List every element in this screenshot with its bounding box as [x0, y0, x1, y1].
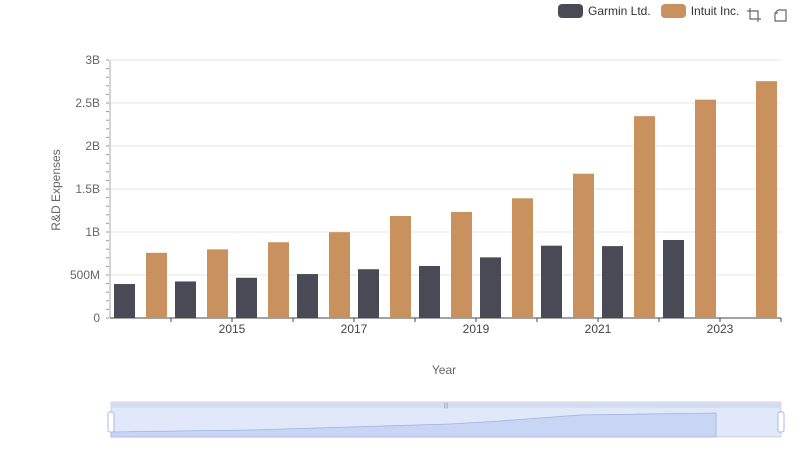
bar-intuit-2022[interactable] [634, 116, 655, 319]
y-axis-title: R&D Expenses [49, 149, 63, 230]
x-tick-label: 2017 [341, 322, 368, 336]
legend-item-intuit[interactable]: Intuit Inc. [660, 4, 740, 18]
data-zoom-grip-icon[interactable]: ||| [444, 403, 449, 409]
bar-garmin-2015[interactable] [175, 281, 196, 318]
bar-garmin-2018[interactable] [358, 269, 379, 318]
bar-intuit-2016[interactable] [268, 242, 289, 318]
y-axis: 0 500M 1B 1.5B 2B 2.5B 3B [70, 53, 111, 325]
y-tick-label: 0 [93, 311, 100, 325]
bar-intuit-2019[interactable] [451, 211, 472, 318]
bar-intuit-2020[interactable] [512, 198, 533, 318]
bar-garmin-2022[interactable] [602, 246, 623, 318]
bar-garmin-2017[interactable] [297, 274, 318, 318]
bar-garmin-2019[interactable] [419, 265, 440, 318]
legend-item-garmin[interactable]: Garmin Ltd. [558, 4, 651, 18]
y-tick-label: 3B [85, 53, 100, 67]
y-tick-label: 2.5B [75, 96, 100, 110]
bar-garmin-2020[interactable] [480, 257, 501, 318]
bar-garmin-2016[interactable] [236, 277, 257, 318]
legend-label-intuit: Intuit Inc. [690, 4, 740, 18]
y-tick-label: 2B [85, 139, 100, 153]
x-tick-label: 2023 [707, 322, 734, 336]
x-tick-label: 2021 [585, 322, 612, 336]
y-tick-label: 1.5B [75, 182, 100, 196]
data-zoom-handle-left[interactable] [107, 411, 115, 433]
legend-swatch-intuit [660, 4, 686, 18]
bar-garmin-2014[interactable] [114, 284, 135, 318]
x-tick-label: 2015 [219, 322, 246, 336]
bar-intuit-2018[interactable] [390, 216, 411, 318]
bar-intuit-2021[interactable] [573, 173, 594, 318]
bar-intuit-2023[interactable] [695, 99, 716, 318]
bar-garmin-2021[interactable] [541, 245, 562, 318]
legend-swatch-garmin [558, 4, 583, 18]
data-zoom-top-bar[interactable] [111, 402, 781, 408]
x-tick-label: 2019 [463, 322, 490, 336]
data-zoom-preview-area [110, 412, 717, 438]
data-zoom-selection[interactable] [111, 408, 781, 437]
bar-intuit-2017[interactable] [329, 232, 350, 318]
x-axis-title: Year [432, 363, 456, 377]
zoom-icon[interactable] [746, 7, 762, 23]
bar-intuit-2014[interactable] [146, 252, 167, 318]
bar-garmin-2023[interactable] [663, 239, 684, 318]
x-axis: 2015 2017 2019 2021 2023 [110, 317, 782, 336]
legend-label-garmin: Garmin Ltd. [588, 4, 651, 18]
data-zoom-handle-right[interactable] [777, 411, 785, 433]
data-zoom-slider[interactable]: ||| [107, 401, 785, 438]
bar-intuit-2024[interactable] [756, 81, 777, 318]
restore-icon[interactable] [772, 7, 788, 23]
y-tick-label: 500M [70, 268, 100, 282]
y-tick-label: 1B [85, 225, 100, 239]
toolbox [746, 7, 788, 23]
bar-intuit-2015[interactable] [207, 249, 228, 318]
bar-series [114, 81, 777, 319]
legend: Garmin Ltd. Intuit Inc. [558, 4, 739, 18]
